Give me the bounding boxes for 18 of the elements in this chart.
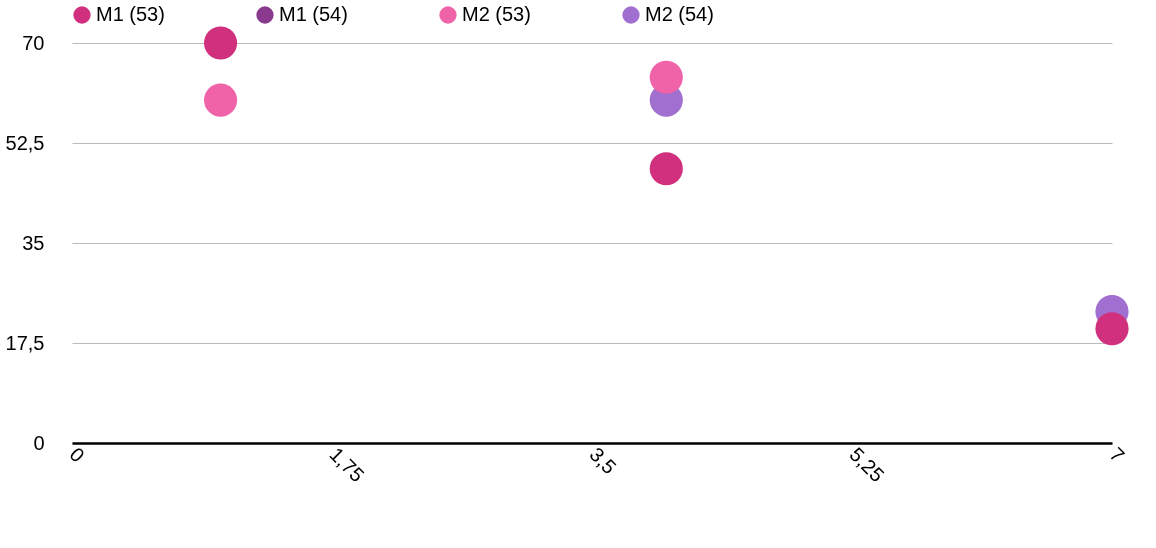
point <box>649 152 683 186</box>
point <box>649 60 683 94</box>
point <box>203 83 238 117</box>
y-tick-label: 70 <box>22 31 45 54</box>
legend-label: M1 (53) <box>96 3 165 25</box>
x-tick-label: 0 <box>65 443 89 467</box>
x-tick-label: 5,25 <box>845 443 889 487</box>
y-tick-label: 52,5 <box>5 131 45 154</box>
point <box>203 26 238 60</box>
x-tick-label: 1,75 <box>325 443 369 487</box>
x-tick-label: 3,5 <box>585 443 621 479</box>
y-tick-label: 35 <box>22 231 45 254</box>
legend-label: M2 (53) <box>462 3 531 25</box>
y-tick-label: 17,5 <box>5 331 45 354</box>
x-tick-label: 7 <box>1105 443 1129 467</box>
point <box>1095 312 1129 346</box>
legend-label: M2 (54) <box>645 3 714 25</box>
legend-label: M1 (54) <box>279 3 348 25</box>
